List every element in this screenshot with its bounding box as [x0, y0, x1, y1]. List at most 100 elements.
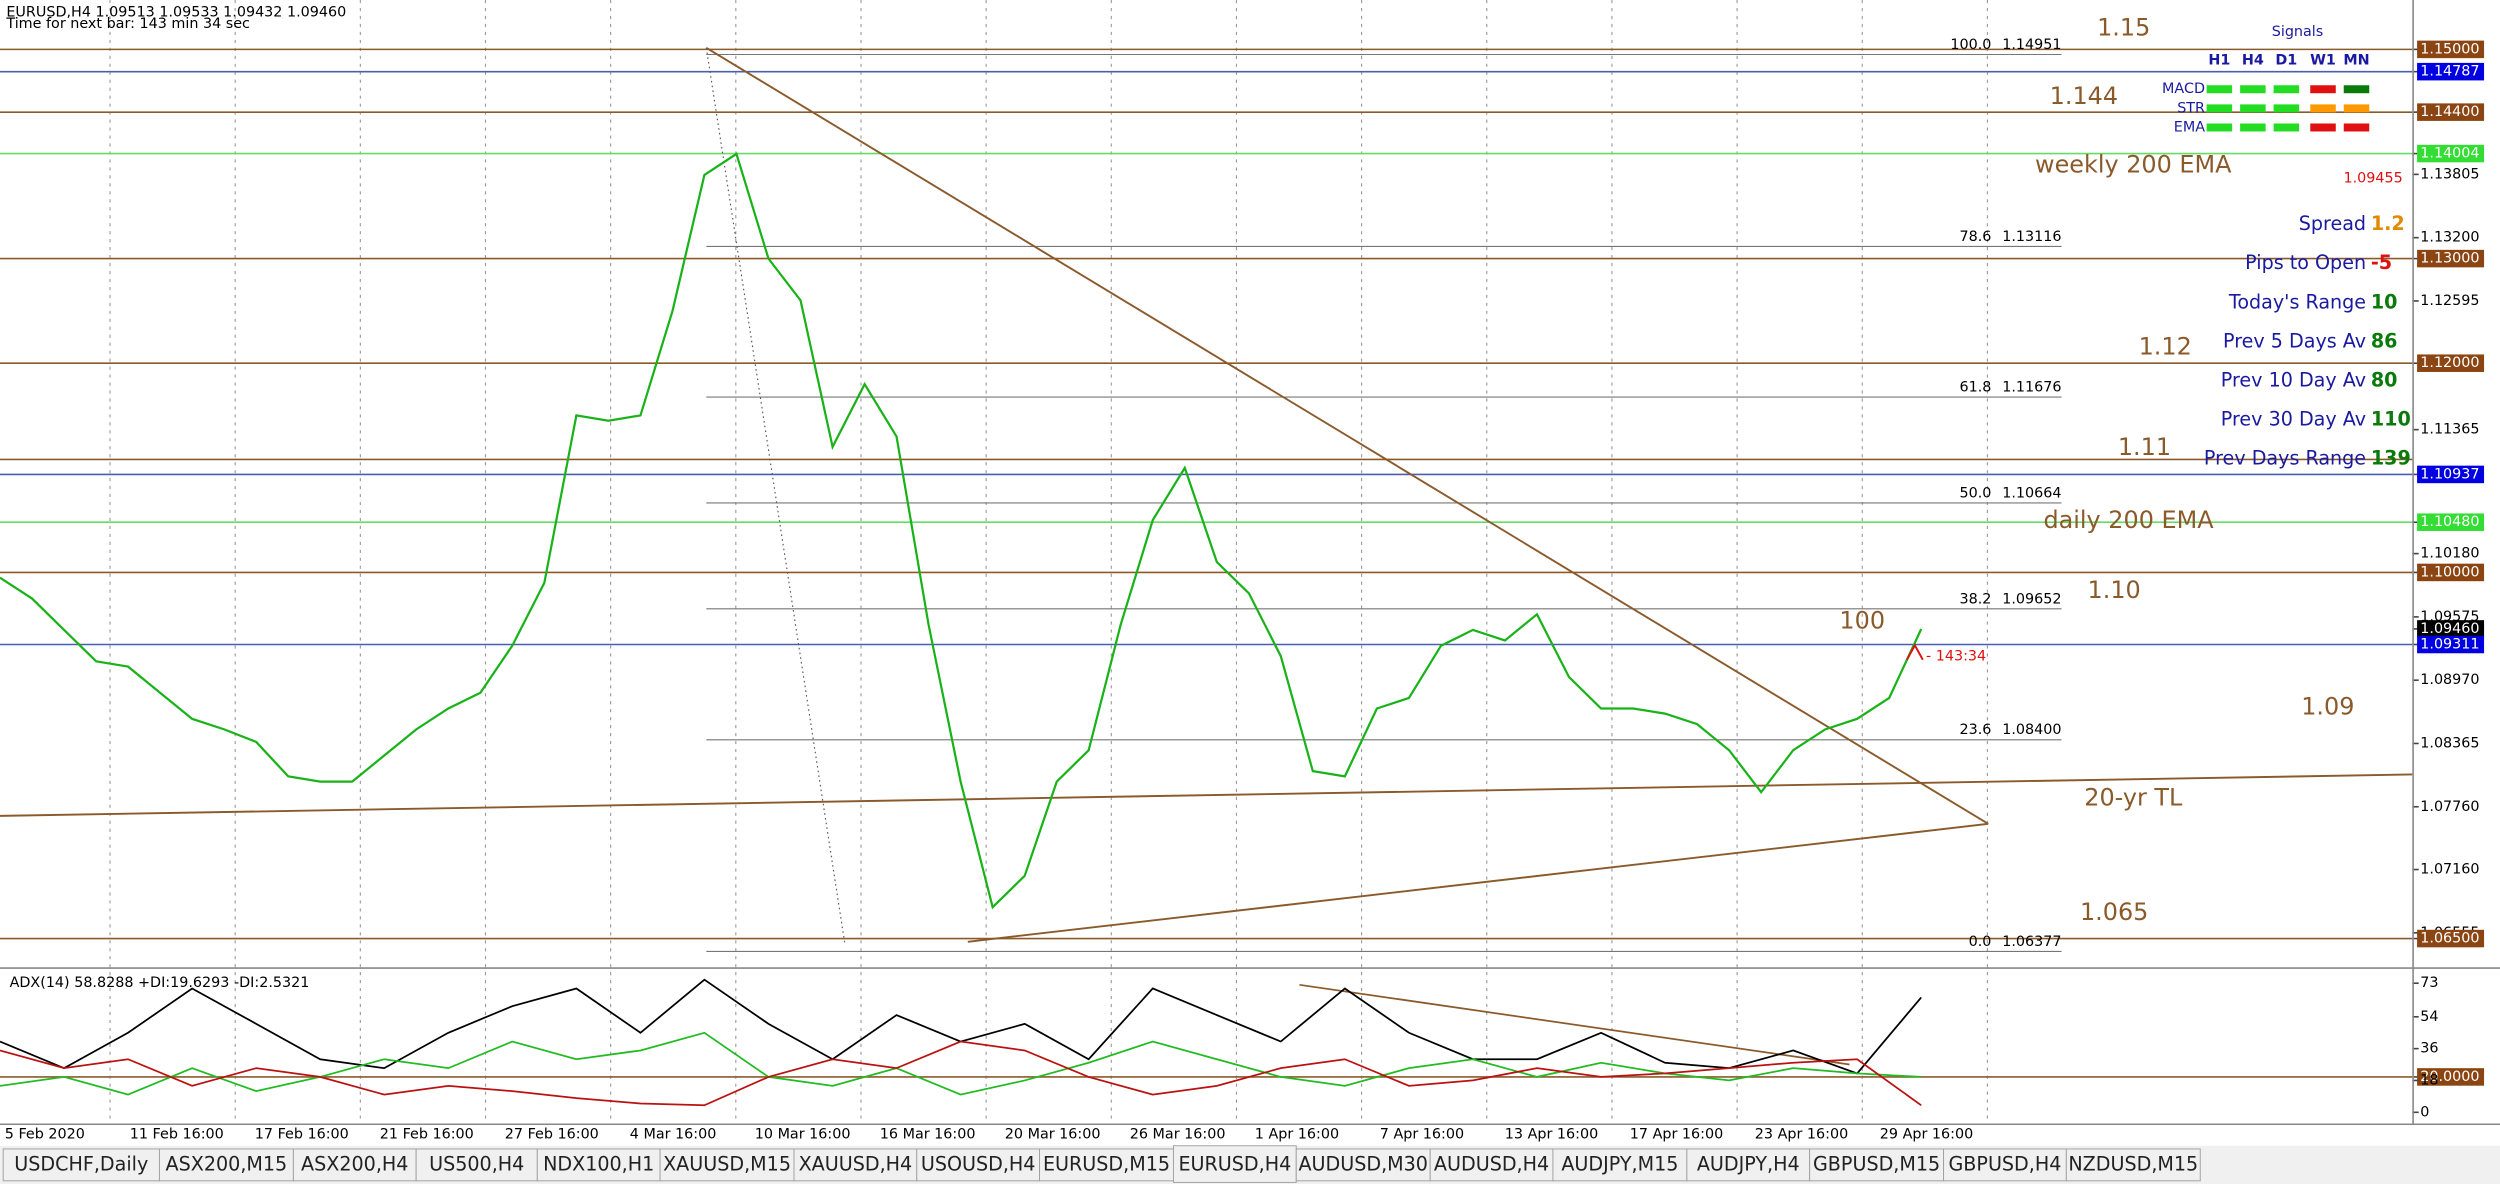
- axis-label: 36: [2420, 1041, 2438, 1057]
- axis-label: 1.10180: [2420, 546, 2479, 562]
- tab-label[interactable]: USOUSD,H4: [921, 1152, 1036, 1175]
- axis-label: 18: [2420, 1072, 2438, 1088]
- axis-label: 1.12595: [2420, 293, 2479, 309]
- fib-price: 1.06377: [2002, 934, 2061, 950]
- date-label: 17 Apr 16:00: [1630, 1127, 1723, 1143]
- tab-label[interactable]: US500,H4: [429, 1152, 524, 1175]
- tab[interactable]: [1039, 1148, 1174, 1182]
- price-box: [2417, 620, 2485, 638]
- date-label: 29 Apr 16:00: [1880, 1127, 1973, 1143]
- tab-label[interactable]: AUDJPY,H4: [1697, 1152, 1800, 1175]
- tab[interactable]: [1943, 1148, 2067, 1182]
- axis-label: 1.06500: [2420, 931, 2479, 947]
- signal-column: MN: [2343, 53, 2369, 69]
- price-box: [2417, 513, 2485, 531]
- axis-label: 73: [2420, 975, 2438, 991]
- info-label: Prev Days Range: [2204, 446, 2366, 469]
- price-box: [2417, 249, 2485, 268]
- countdown: - 143:34: [1926, 649, 1986, 665]
- tab-label[interactable]: EURUSD,M15: [1043, 1152, 1170, 1175]
- tab[interactable]: [1809, 1148, 1945, 1182]
- axis-label: 1.10000: [2420, 564, 2479, 580]
- price-box: [2417, 929, 2485, 948]
- tab-label[interactable]: ASX200,H4: [301, 1152, 408, 1175]
- axis-label: 1.08970: [2420, 672, 2479, 688]
- price-line: [0, 152, 1923, 910]
- trendline: [1299, 983, 1850, 1066]
- tab[interactable]: [158, 1148, 294, 1182]
- axis-label: 1.14004: [2420, 146, 2479, 162]
- tab-label[interactable]: ASX200,M15: [166, 1152, 288, 1175]
- price-box: [2417, 40, 2485, 59]
- info-value: 110: [2371, 407, 2411, 430]
- tab-label[interactable]: GBPUSD,H4: [1948, 1152, 2061, 1175]
- tab[interactable]: [415, 1148, 538, 1182]
- bid-price: 1.09455: [2343, 170, 2402, 186]
- signal-cell: [2273, 85, 2300, 94]
- annotation: 1.09: [2301, 693, 2354, 721]
- tab[interactable]: [1172, 1145, 1297, 1183]
- price-box: [2417, 354, 2485, 372]
- tab-label[interactable]: NZDUSD,M15: [2068, 1152, 2198, 1175]
- info-label: Prev 30 Day Av: [2221, 407, 2366, 430]
- bar-timer: Time for next bar: 143 min 34 sec: [5, 16, 250, 32]
- axis-label: 1.14787: [2420, 64, 2479, 80]
- axis-label: 1.07160: [2420, 862, 2479, 878]
- info-value: 1.2: [2371, 212, 2405, 235]
- annotation: 1.15: [2097, 14, 2150, 42]
- axis-label: 1.08365: [2420, 735, 2479, 751]
- tab[interactable]: [916, 1148, 1041, 1182]
- date-label: 20 Mar 16:00: [1005, 1127, 1101, 1143]
- tab-label[interactable]: GBPUSD,M15: [1813, 1152, 1940, 1175]
- price-box: [2417, 465, 2485, 484]
- annotation: weekly 200 EMA: [2035, 151, 2232, 179]
- tab-label[interactable]: AUDUSD,M30: [1298, 1152, 1428, 1175]
- axis-label: 1.07760: [2420, 799, 2479, 815]
- axis-label: 1.12000: [2420, 355, 2479, 371]
- tab-label[interactable]: EURUSD,H4: [1178, 1152, 1291, 1175]
- date-label: 23 Apr 16:00: [1755, 1127, 1848, 1143]
- info-value: 86: [2371, 329, 2398, 352]
- tab-label[interactable]: USDCHF,Daily: [14, 1152, 148, 1175]
- info-label: Pips to Open: [2245, 251, 2366, 274]
- tab[interactable]: [536, 1148, 661, 1182]
- price-box: [2417, 62, 2485, 81]
- fib-price: 1.10664: [2002, 485, 2061, 501]
- trendline: [705, 47, 846, 946]
- annotation: 1.11: [2118, 433, 2171, 461]
- axis-label: 1.13000: [2420, 251, 2479, 267]
- tab-label[interactable]: NDX100,H1: [543, 1152, 654, 1175]
- signal-cell: [2206, 104, 2233, 113]
- tab[interactable]: [1429, 1148, 1554, 1182]
- date-label: 10 Mar 16:00: [755, 1127, 851, 1143]
- tab[interactable]: [292, 1148, 417, 1182]
- tab-label[interactable]: XAUUSD,M15: [663, 1152, 791, 1175]
- fib-price: 1.08400: [2002, 722, 2061, 738]
- fib-level: 23.6: [1959, 722, 1991, 738]
- signal-cell: [2310, 123, 2336, 132]
- tab[interactable]: [659, 1148, 795, 1182]
- tab-label[interactable]: XAUUSD,H4: [799, 1152, 913, 1175]
- tab[interactable]: [2065, 1148, 2201, 1182]
- fib-price: 1.14951: [2002, 37, 2061, 53]
- info-label: Prev 10 Day Av: [2221, 368, 2366, 391]
- date-label: 21 Feb 16:00: [380, 1127, 474, 1143]
- fib-level: 78.6: [1959, 229, 1991, 245]
- tab-label[interactable]: AUDUSD,H4: [1434, 1152, 1549, 1175]
- annotation: 1.065: [2080, 898, 2148, 926]
- signal-row: MACD: [2162, 81, 2205, 97]
- tab[interactable]: [1686, 1148, 1811, 1182]
- signal-cell: [2240, 123, 2266, 132]
- signal-cell: [2343, 85, 2370, 94]
- axis-label: 1.10480: [2420, 514, 2479, 530]
- signals-title: Signals: [2272, 24, 2323, 40]
- tab[interactable]: [1295, 1148, 1431, 1182]
- tab[interactable]: [1552, 1148, 1688, 1182]
- tab-label[interactable]: AUDJPY,M15: [1561, 1152, 1678, 1175]
- annotation: daily 200 EMA: [2043, 506, 2214, 534]
- signal-column: H1: [2208, 53, 2230, 69]
- signal-cell: [2273, 104, 2300, 113]
- symbol-line: EURUSD,H4 1.09513 1.09533 1.09432 1.0946…: [6, 5, 346, 21]
